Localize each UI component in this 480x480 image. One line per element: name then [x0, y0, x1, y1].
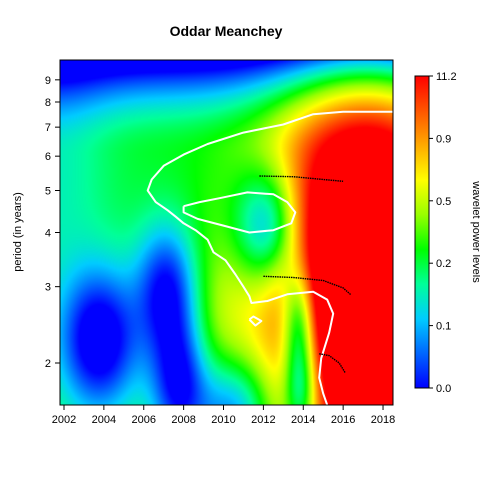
y-tick-label: 6: [45, 151, 51, 163]
colorbar: 0.0 0.1 0.2 0.5 0.9 11.2: [414, 71, 457, 395]
x-tick-label: 2014: [291, 414, 315, 426]
power-ridge: [259, 175, 344, 182]
x-axis: 2002 2004 2006 2008 2010 2012 2014 2016 2018: [52, 405, 395, 426]
power-heatmap: [60, 60, 393, 405]
y-axis-label: period (in years): [12, 192, 24, 271]
chart-title: Oddar Meanchey: [170, 23, 283, 39]
x-tick-label: 2008: [171, 414, 195, 426]
x-tick-label: 2006: [132, 414, 156, 426]
colorbar-tick-label: 0.2: [436, 258, 451, 270]
power-ridge: [319, 353, 346, 373]
x-tick-label: 2018: [371, 414, 395, 426]
y-tick-label: 2: [45, 358, 51, 370]
y-tick-label: 9: [45, 75, 51, 87]
y-tick-label: 4: [45, 228, 51, 240]
colorbar-tick-label: 11.2: [436, 71, 457, 83]
power-ridge: [263, 275, 352, 296]
colorbar-gradient: [414, 75, 430, 389]
plot-area: [59, 59, 394, 406]
significance-contour: [248, 315, 263, 327]
colorbar-label: wavelet power levels: [470, 180, 480, 283]
significance-contour: [146, 110, 393, 406]
colorbar-tick-label: 0.5: [436, 196, 451, 208]
y-axis: 2 3 4 5 6 7 8 9: [45, 75, 60, 370]
y-tick-label: 8: [45, 97, 51, 109]
significance-contour: [182, 191, 297, 234]
y-tick-label: 5: [45, 185, 51, 197]
power-ridges: [259, 175, 352, 373]
colorbar-tick-label: 0.0: [436, 383, 451, 395]
x-tick-label: 2002: [52, 414, 76, 426]
x-tick-label: 2016: [331, 414, 355, 426]
x-tick-label: 2012: [251, 414, 275, 426]
x-tick-label: 2010: [211, 414, 235, 426]
y-tick-label: 7: [45, 122, 51, 134]
colorbar-ticks: 0.0 0.1 0.2 0.5 0.9 11.2: [429, 71, 457, 395]
colorbar-tick-label: 0.1: [436, 321, 451, 333]
y-tick-label: 3: [45, 282, 51, 294]
colorbar-tick-label: 0.9: [436, 133, 451, 145]
significance-contours: [146, 110, 393, 406]
x-tick-label: 2004: [92, 414, 116, 426]
